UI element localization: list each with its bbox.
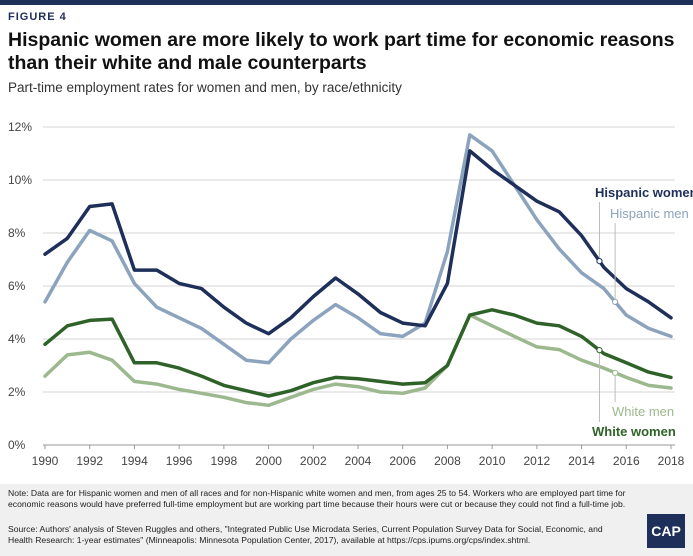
x-tick-label: 2006 [389,454,416,468]
series-label-white-men: White men [612,404,674,419]
x-tick-label: 2008 [434,454,461,468]
x-tick-label: 2010 [479,454,506,468]
top-accent-bar [0,0,693,5]
y-tick-label: 8% [8,226,26,240]
x-tick-label: 2004 [345,454,372,468]
x-tick-label: 1996 [166,454,193,468]
series-line-white-men [43,313,673,408]
chart-subtitle: Part-time employment rates for women and… [8,80,402,95]
x-tick-label: 1992 [76,454,103,468]
x-tick-label: 2014 [568,454,595,468]
series-label-hispanic-men: Hispanic men [610,206,689,221]
x-tick-label: 2016 [613,454,640,468]
series-label-white-women: White women [592,424,676,439]
series-lines [43,133,673,408]
note-text: Note: Data are for Hispanic women and me… [8,488,626,510]
figure-label: FIGURE 4 [8,11,67,23]
series-labels: Hispanic men Hispanic women White men White… [592,185,693,439]
x-tick-label: 1994 [121,454,148,468]
series-line-hispanic-women [43,149,673,336]
label-anchor-dot [612,369,619,376]
y-tick-label: 2% [8,385,26,399]
x-tick-label: 2018 [658,454,685,468]
series-line-hispanic-men [43,133,673,365]
x-tick-label: 1998 [211,454,238,468]
cap-logo: CAP [647,514,685,548]
y-axis-ticks: 0% 2% 4% 6% 8% 10% 12% [8,120,32,452]
y-tick-label: 6% [8,279,26,293]
series-label-hispanic-women: Hispanic women [595,185,693,200]
footer-panel [0,484,693,556]
y-tick-label: 0% [8,438,26,452]
chart-title: Hispanic women are more likely to work p… [8,29,675,74]
x-axis-ticks: 1990 1992 1994 1996 1998 2000 2002 2004 2006 2008… [32,445,685,468]
x-tick-label: 1990 [32,454,59,468]
grid [43,126,675,446]
y-tick-label: 4% [8,332,26,346]
series-line-white-women [43,308,673,398]
label-anchor-dot [612,298,619,305]
y-tick-label: 10% [8,173,32,187]
line-chart: 0% 2% 4% 6% 8% 10% 12% 1990 1992 1994 1996 1998 200… [8,120,693,468]
y-tick-label: 12% [8,120,32,134]
label-anchor-dot [596,257,603,265]
x-tick-label: 2002 [300,454,327,468]
x-tick-label: 2012 [524,454,551,468]
label-anchor-dot [596,347,603,354]
source-text: Source: Authors' analysis of Steven Rugg… [8,524,603,546]
x-tick-label: 2000 [255,454,282,468]
